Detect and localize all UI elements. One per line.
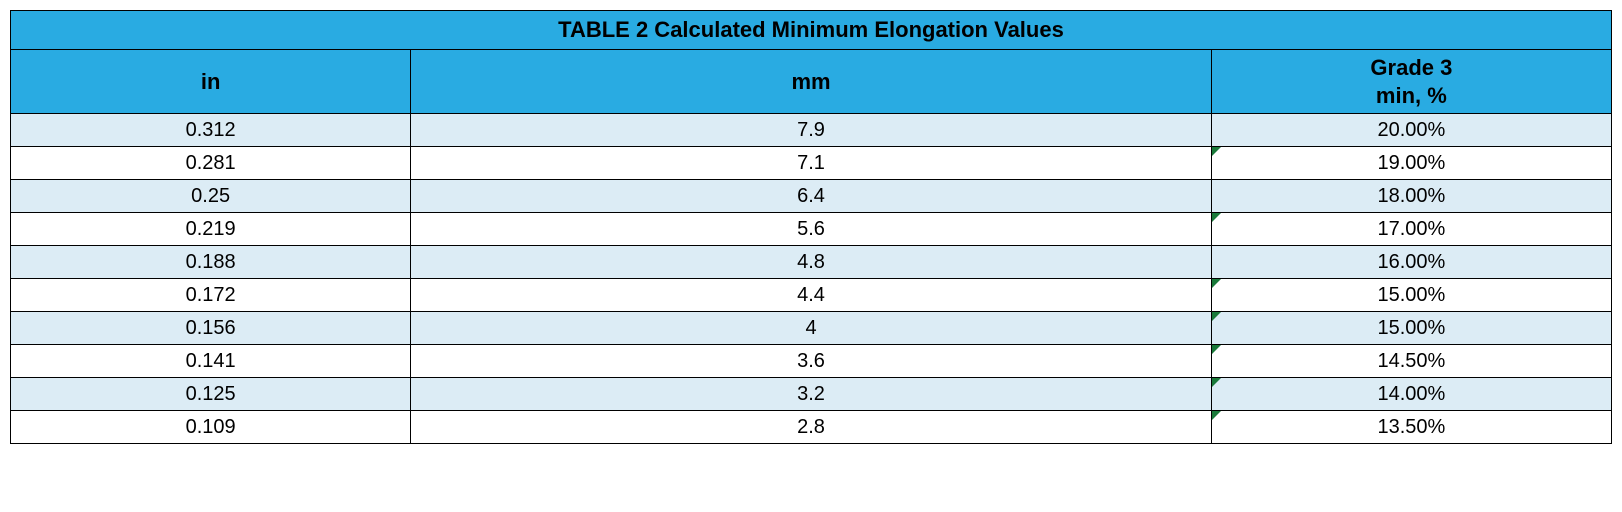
- table-row: 0.3127.920.00%: [11, 114, 1612, 147]
- cell-pct: 15.00%: [1211, 312, 1611, 345]
- column-header-grade-line1: Grade 3: [1370, 55, 1452, 80]
- cell-in: 0.219: [11, 213, 411, 246]
- cell-pct: 16.00%: [1211, 246, 1611, 279]
- cell-pct: 13.50%: [1211, 411, 1611, 444]
- cell-pct: 19.00%: [1211, 147, 1611, 180]
- cell-mm: 4.4: [411, 279, 1212, 312]
- table-row: 0.1724.415.00%: [11, 279, 1612, 312]
- cell-mm: 6.4: [411, 180, 1212, 213]
- table-body: 0.3127.920.00%0.2817.119.00%0.256.418.00…: [11, 114, 1612, 444]
- cell-in: 0.125: [11, 378, 411, 411]
- table-title: TABLE 2 Calculated Minimum Elongation Va…: [11, 11, 1612, 50]
- column-header-grade-line2: min, %: [1376, 83, 1447, 108]
- table-row: 0.1092.813.50%: [11, 411, 1612, 444]
- cell-in: 0.281: [11, 147, 411, 180]
- cell-in: 0.312: [11, 114, 411, 147]
- cell-mm: 3.6: [411, 345, 1212, 378]
- cell-in: 0.156: [11, 312, 411, 345]
- cell-pct: 17.00%: [1211, 213, 1611, 246]
- table-row: 0.2195.617.00%: [11, 213, 1612, 246]
- cell-pct: 20.00%: [1211, 114, 1611, 147]
- cell-in: 0.25: [11, 180, 411, 213]
- elongation-table: TABLE 2 Calculated Minimum Elongation Va…: [10, 10, 1612, 444]
- cell-mm: 3.2: [411, 378, 1212, 411]
- cell-mm: 4.8: [411, 246, 1212, 279]
- cell-in: 0.188: [11, 246, 411, 279]
- table-header-row: in mm Grade 3 min, %: [11, 50, 1612, 114]
- cell-mm: 7.1: [411, 147, 1212, 180]
- table-row: 0.1253.214.00%: [11, 378, 1612, 411]
- cell-mm: 5.6: [411, 213, 1212, 246]
- table-row: 0.1884.816.00%: [11, 246, 1612, 279]
- cell-pct: 14.00%: [1211, 378, 1611, 411]
- table-title-row: TABLE 2 Calculated Minimum Elongation Va…: [11, 11, 1612, 50]
- cell-pct: 14.50%: [1211, 345, 1611, 378]
- cell-mm: 4: [411, 312, 1212, 345]
- table-row: 0.256.418.00%: [11, 180, 1612, 213]
- column-header-in: in: [11, 50, 411, 114]
- table-row: 0.2817.119.00%: [11, 147, 1612, 180]
- cell-mm: 2.8: [411, 411, 1212, 444]
- table-row: 0.156415.00%: [11, 312, 1612, 345]
- cell-pct: 18.00%: [1211, 180, 1611, 213]
- cell-in: 0.109: [11, 411, 411, 444]
- cell-in: 0.172: [11, 279, 411, 312]
- column-header-mm: mm: [411, 50, 1212, 114]
- table-row: 0.1413.614.50%: [11, 345, 1612, 378]
- cell-pct: 15.00%: [1211, 279, 1611, 312]
- cell-in: 0.141: [11, 345, 411, 378]
- column-header-grade: Grade 3 min, %: [1211, 50, 1611, 114]
- cell-mm: 7.9: [411, 114, 1212, 147]
